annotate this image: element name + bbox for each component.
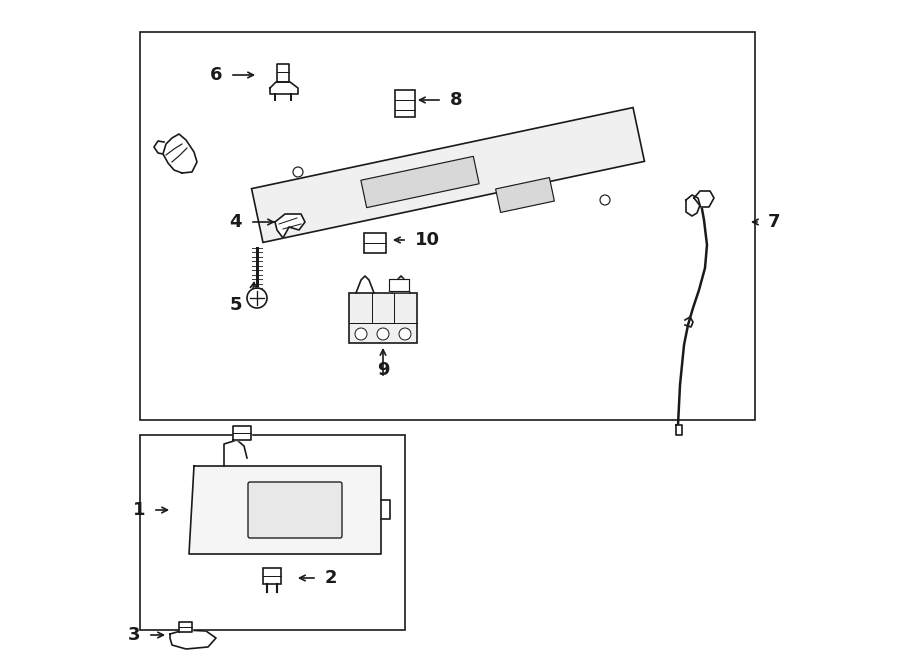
Bar (364, 233, 386, 253)
Polygon shape (361, 157, 479, 208)
Polygon shape (349, 293, 417, 343)
Text: 5: 5 (230, 296, 242, 314)
Circle shape (247, 288, 267, 308)
Bar (263, 568, 281, 584)
Circle shape (377, 328, 389, 340)
Polygon shape (179, 622, 192, 632)
Text: 2: 2 (325, 569, 338, 587)
Polygon shape (364, 233, 386, 253)
Bar (140, 32, 755, 420)
Text: 1: 1 (132, 501, 145, 519)
Polygon shape (170, 630, 216, 649)
Polygon shape (163, 134, 197, 173)
Polygon shape (686, 195, 700, 216)
Bar (140, 435, 405, 630)
Text: 7: 7 (768, 213, 780, 231)
Polygon shape (389, 279, 409, 291)
Text: 8: 8 (450, 91, 463, 109)
Text: 10: 10 (415, 231, 440, 249)
Text: 3: 3 (128, 626, 140, 644)
Polygon shape (496, 178, 554, 212)
Circle shape (399, 328, 411, 340)
Circle shape (355, 328, 367, 340)
Polygon shape (270, 82, 298, 94)
Polygon shape (189, 466, 381, 554)
Text: 9: 9 (377, 361, 389, 379)
Bar (395, 89, 415, 116)
Polygon shape (676, 425, 682, 435)
Polygon shape (275, 214, 305, 238)
Polygon shape (251, 108, 644, 243)
Polygon shape (694, 191, 714, 207)
Text: 6: 6 (210, 66, 222, 84)
FancyBboxPatch shape (248, 482, 342, 538)
Circle shape (293, 167, 303, 177)
Polygon shape (277, 64, 289, 82)
Text: 4: 4 (230, 213, 242, 231)
Polygon shape (263, 568, 281, 584)
Polygon shape (395, 89, 415, 116)
Bar (349, 293, 417, 343)
Polygon shape (233, 426, 251, 440)
Circle shape (600, 195, 610, 205)
